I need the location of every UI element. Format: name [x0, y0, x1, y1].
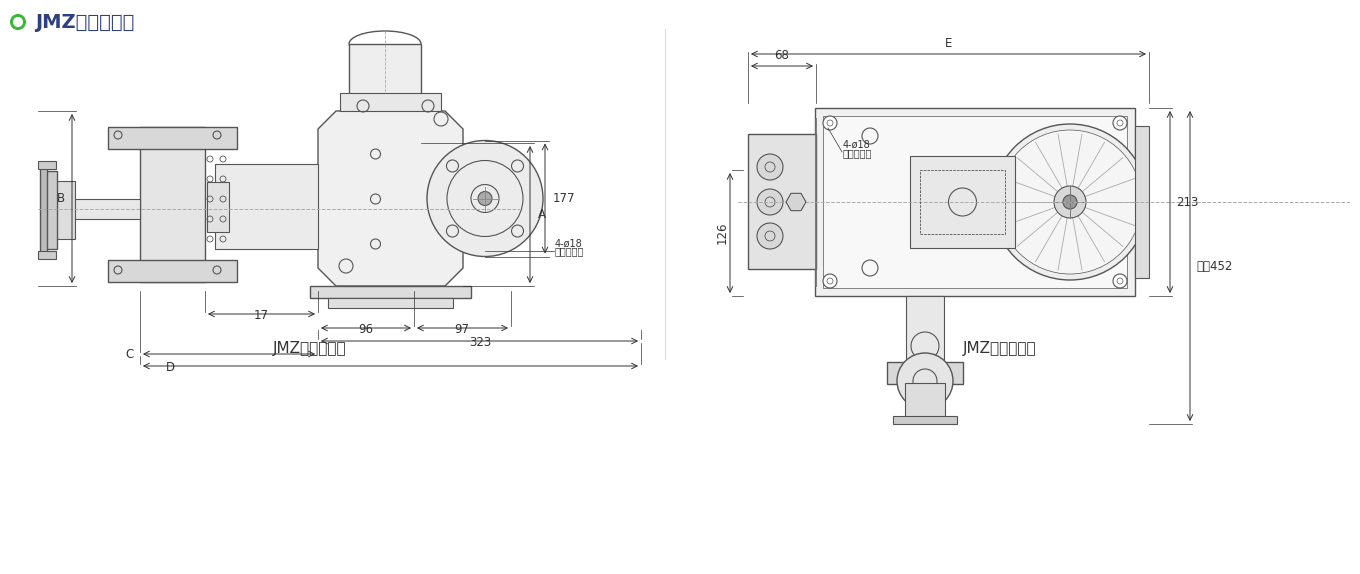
Circle shape — [758, 223, 783, 249]
Bar — [887, 362, 963, 384]
Text: E: E — [945, 37, 952, 50]
Bar — [906, 296, 944, 364]
Circle shape — [823, 116, 836, 130]
Bar — [748, 134, 816, 269]
Bar — [38, 251, 56, 259]
Text: JMZ系列侧视图: JMZ系列侧视图 — [273, 342, 347, 356]
Bar — [140, 127, 205, 282]
Text: 4-ø18: 4-ø18 — [555, 239, 582, 249]
Text: 97: 97 — [454, 323, 469, 336]
Polygon shape — [786, 193, 806, 211]
Circle shape — [898, 353, 953, 409]
Text: 17: 17 — [254, 309, 269, 322]
Bar — [54, 181, 75, 239]
Circle shape — [14, 18, 22, 26]
Text: D: D — [166, 361, 174, 374]
Bar — [823, 116, 1127, 288]
Bar — [45, 171, 57, 249]
Text: 96: 96 — [359, 323, 374, 336]
Bar — [330, 129, 441, 143]
Text: 323: 323 — [469, 336, 491, 349]
Text: B: B — [57, 192, 65, 205]
Circle shape — [758, 154, 783, 180]
Circle shape — [998, 130, 1142, 274]
Text: A: A — [539, 208, 545, 221]
Circle shape — [758, 189, 783, 215]
Circle shape — [11, 15, 24, 29]
Circle shape — [1112, 116, 1127, 130]
Text: 底脚螺栓孔: 底脚螺栓孔 — [555, 246, 585, 257]
Bar — [58, 199, 140, 219]
Text: C: C — [125, 347, 135, 360]
Bar — [910, 156, 1015, 248]
Text: JMZ系列尺寸图: JMZ系列尺寸图 — [35, 13, 135, 32]
Bar — [328, 298, 453, 308]
Text: JMZ系列俯视图: JMZ系列俯视图 — [963, 342, 1036, 356]
Bar — [350, 44, 422, 129]
Bar — [919, 170, 1005, 234]
Text: 126: 126 — [715, 222, 729, 245]
Bar — [894, 416, 957, 424]
Bar — [39, 166, 48, 254]
Circle shape — [823, 274, 836, 288]
Circle shape — [477, 192, 492, 205]
Text: 4-ø18: 4-ø18 — [843, 140, 870, 150]
Text: 177: 177 — [554, 192, 575, 205]
Circle shape — [427, 141, 543, 257]
Bar — [107, 260, 237, 282]
Circle shape — [1112, 274, 1127, 288]
Bar — [815, 108, 1136, 296]
Circle shape — [1064, 195, 1077, 209]
Text: 底脚螺栓孔: 底脚螺栓孔 — [843, 148, 872, 158]
Bar — [904, 383, 945, 421]
Bar — [38, 161, 56, 169]
Bar — [215, 164, 318, 249]
Bar — [107, 127, 237, 149]
Bar — [207, 182, 228, 232]
Circle shape — [991, 124, 1148, 280]
Bar — [310, 286, 471, 298]
Polygon shape — [318, 111, 462, 286]
Circle shape — [1054, 186, 1087, 218]
Text: 213: 213 — [1176, 196, 1198, 208]
Text: 68: 68 — [775, 49, 789, 62]
Bar — [1136, 126, 1149, 278]
Bar — [340, 93, 441, 111]
Text: 最大452: 最大452 — [1195, 259, 1232, 273]
